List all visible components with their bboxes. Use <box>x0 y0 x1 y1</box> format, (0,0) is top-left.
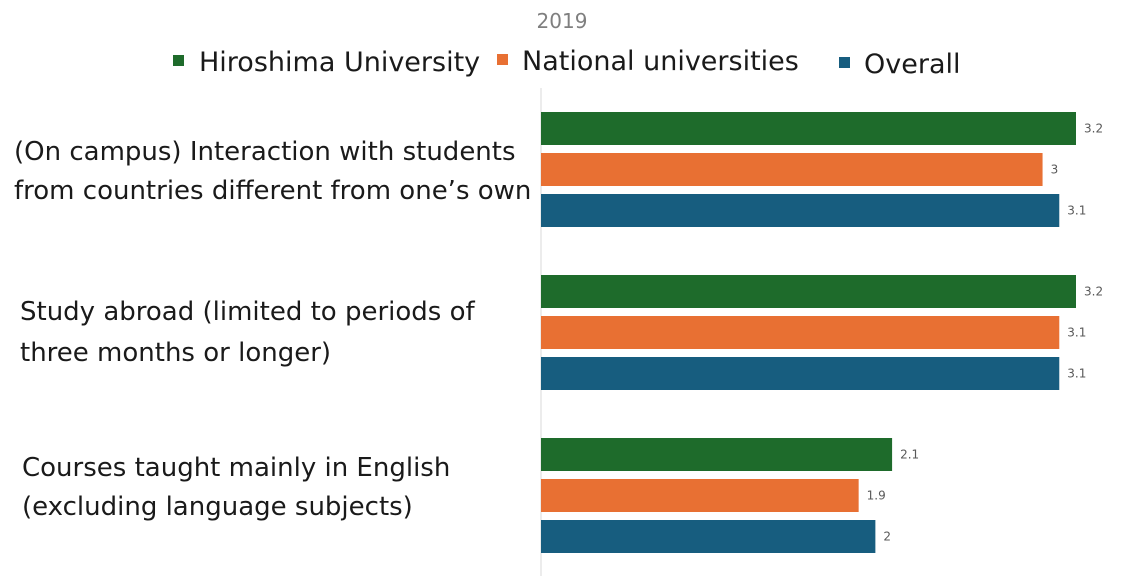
chart-title: 2019 <box>537 9 588 33</box>
bar-hiroshima-university-1 <box>541 112 1076 145</box>
data-label-overall-1: 3.1 <box>1067 204 1086 218</box>
bar-overall-2 <box>541 357 1060 390</box>
bar-hiroshima-university-3 <box>541 438 893 471</box>
data-label-hiroshima-university-1: 3.2 <box>1084 122 1103 136</box>
data-label-national-universities-3: 1.9 <box>867 489 886 503</box>
bar-national-universities-1 <box>541 153 1043 186</box>
data-label-overall-2: 3.1 <box>1067 367 1086 381</box>
bar-national-universities-2 <box>541 316 1060 349</box>
bar-hiroshima-university-2 <box>541 275 1076 308</box>
data-label-hiroshima-university-3: 2.1 <box>900 448 919 462</box>
legend-label-national-universities: National universities <box>522 46 799 77</box>
legend-swatch-hiroshima-university <box>173 55 184 66</box>
category-labels: (On campus) Interaction with students fro… <box>14 137 531 522</box>
bar-national-universities-3 <box>541 479 859 512</box>
legend-swatch-overall <box>839 57 850 68</box>
bars <box>541 112 1076 553</box>
legend-swatch-national-universities <box>497 54 508 65</box>
data-label-hiroshima-university-2: 3.2 <box>1084 285 1103 299</box>
data-label-overall-3: 2 <box>883 530 891 544</box>
bar-overall-1 <box>541 194 1060 227</box>
category-label-3: Courses taught mainly in English (excludi… <box>22 453 450 522</box>
bar-overall-3 <box>541 520 876 553</box>
data-label-national-universities-1: 3 <box>1051 163 1059 177</box>
data-label-national-universities-2: 3.1 <box>1067 326 1086 340</box>
category-label-1: (On campus) Interaction with students fro… <box>14 137 531 206</box>
legend-label-overall: Overall <box>864 49 961 80</box>
legend-label-hiroshima-university: Hiroshima University <box>199 47 480 78</box>
data-labels: 3.2 3 3.1 3.2 3.1 3.1 2.1 1.9 2 <box>867 122 1103 544</box>
category-label-2: Study abroad (limited to periods of three… <box>20 297 476 368</box>
legend: Hiroshima University National universitie… <box>173 46 961 80</box>
